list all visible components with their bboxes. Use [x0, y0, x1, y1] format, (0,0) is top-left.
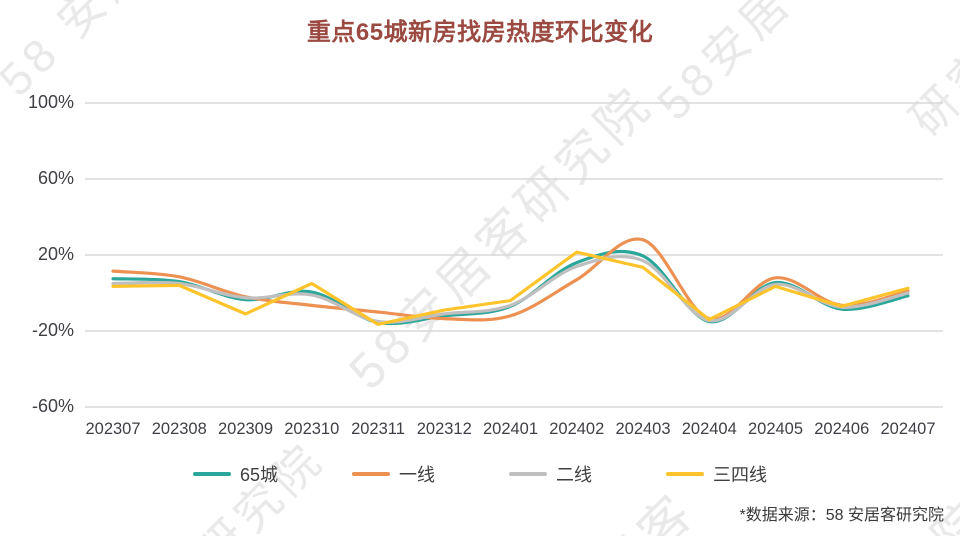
source-note: *数据来源：58 安居客研究院: [739, 507, 944, 524]
legend-item-tier3-4[interactable]: 三四线: [666, 461, 767, 487]
series-line-tier3_4: [111, 250, 910, 326]
line-chart: [85, 102, 943, 408]
x-axis-tick-label: 202406: [814, 420, 870, 438]
legend-label-tier3-4: 三四线: [713, 465, 768, 485]
x-axis-tick-label: 202401: [482, 420, 539, 438]
legend-swatch-tier3-4: [666, 472, 705, 476]
legend-item-65cities[interactable]: 65城: [192, 461, 279, 487]
x-axis-tick-label: 202402: [549, 420, 605, 438]
y-axis-tick-label: 60%: [37, 168, 74, 188]
legend-swatch-65cities: [192, 472, 231, 476]
x-axis-tick-label: 202308: [151, 420, 207, 438]
legend: 65城 一线 二线 三四线: [30, 461, 930, 487]
x-axis-tick-label: 202310: [284, 420, 340, 438]
legend-item-tier1[interactable]: 一线: [352, 461, 435, 487]
x-axis-tick-label: 202312: [416, 420, 472, 438]
series-line-tier2: [111, 254, 910, 324]
legend-label-65cities: 65城: [239, 465, 279, 485]
y-axis-tick-label: -20%: [31, 320, 74, 340]
y-axis-tick-label: 20%: [37, 244, 74, 264]
chart-title: 重点65城新房找房热度环比变化: [306, 19, 654, 46]
legend-swatch-tier2: [509, 472, 548, 476]
legend-swatch-tier1: [352, 472, 391, 476]
x-axis-tick-label: 202307: [85, 420, 141, 438]
legend-item-tier2[interactable]: 二线: [509, 461, 592, 487]
x-axis-tick-label: 202407: [880, 420, 936, 438]
x-axis-tick-label: 202405: [747, 420, 804, 438]
legend-label-tier2: 二线: [556, 465, 593, 485]
x-axis-tick-label: 202404: [681, 420, 737, 438]
y-axis-tick-label: -60%: [31, 396, 74, 416]
y-axis-tick-label: 100%: [27, 92, 74, 112]
x-axis-tick-label: 202403: [615, 420, 671, 438]
legend-label-tier1: 一线: [399, 465, 436, 485]
x-axis-tick-label: 202309: [217, 420, 274, 438]
x-axis-tick-label: 202311: [351, 420, 405, 438]
